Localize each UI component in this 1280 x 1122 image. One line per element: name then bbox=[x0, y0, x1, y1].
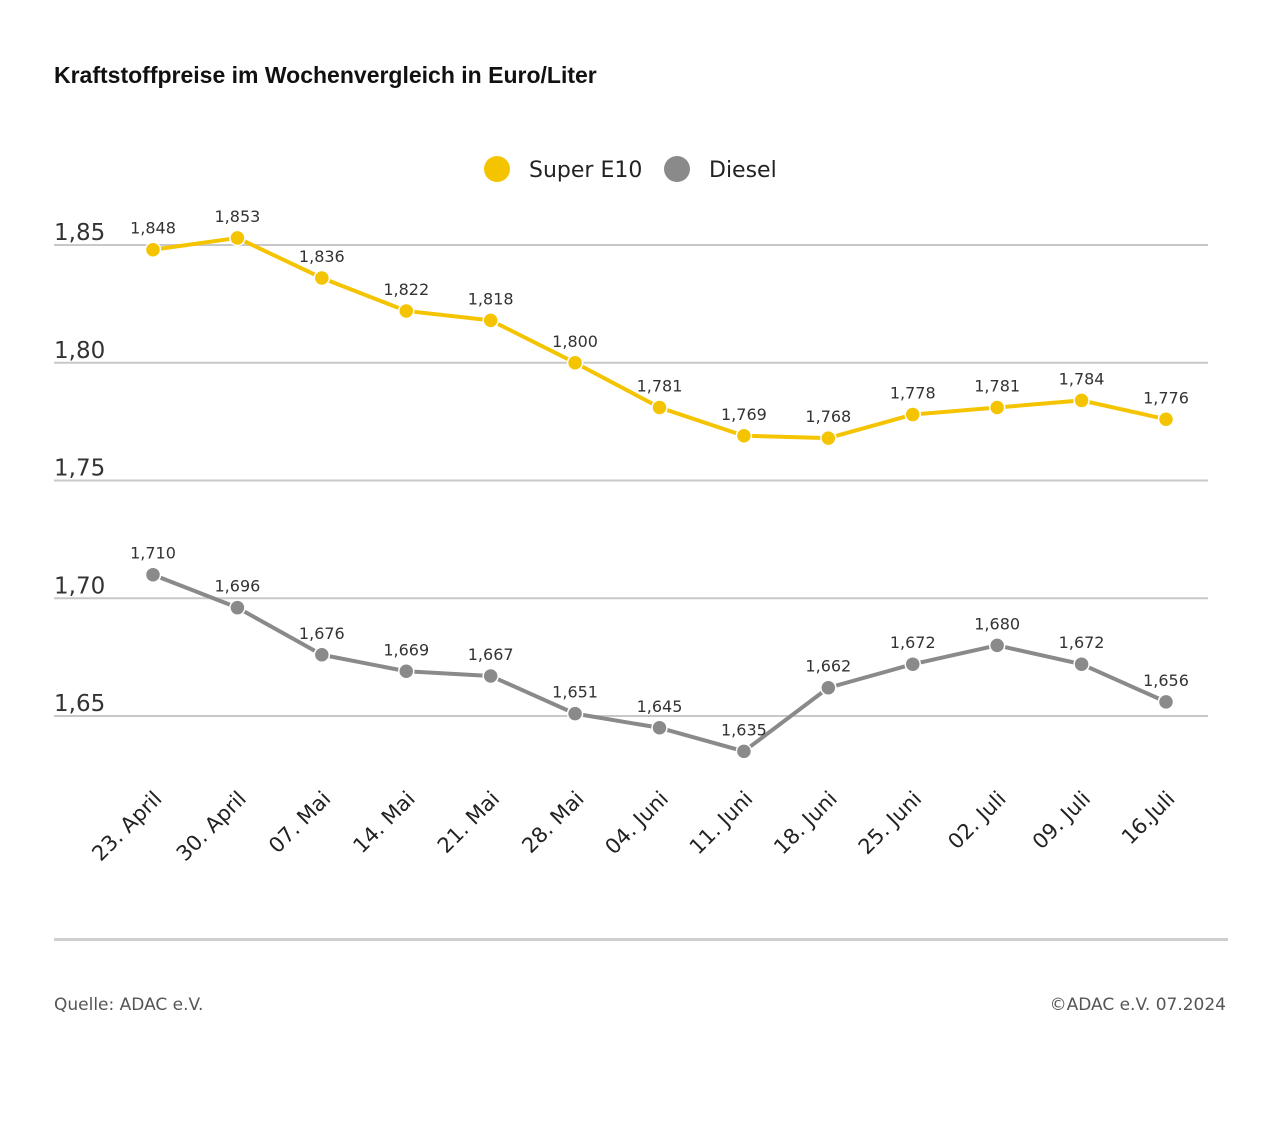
x-tick-label: 04. Juni bbox=[600, 787, 673, 860]
data-point bbox=[313, 269, 331, 287]
legend-label: Diesel bbox=[709, 158, 777, 183]
data-point bbox=[144, 566, 162, 583]
data-label: 1,645 bbox=[637, 697, 683, 716]
data-point bbox=[988, 637, 1006, 654]
y-tick-label: 1,80 bbox=[54, 338, 105, 364]
y-axis-ticks: 1,85 1,80 1,75 1,70 1,65 bbox=[54, 220, 105, 717]
data-label: 1,800 bbox=[552, 332, 598, 351]
data-label: 1,784 bbox=[1059, 369, 1105, 388]
y-tick-label: 1,75 bbox=[54, 456, 105, 482]
series-layer bbox=[144, 229, 1175, 760]
x-tick-label: 07. Mai bbox=[264, 787, 335, 858]
x-tick-label: 30. April bbox=[172, 787, 251, 866]
data-label: 1,710 bbox=[130, 544, 176, 563]
x-tick-label: 02. Juli bbox=[943, 787, 1010, 854]
x-tick-label: 25. Juni bbox=[854, 787, 927, 860]
data-point bbox=[904, 655, 921, 673]
data-label: 1,778 bbox=[890, 384, 936, 403]
source-note: Quelle: ADAC e.V. bbox=[54, 995, 204, 1015]
data-label: 1,768 bbox=[805, 407, 851, 426]
data-labels: 1,848 1,853 1,836 1,822 1,818 1,800 1,781 1,769… bbox=[130, 207, 1189, 739]
x-tick-label: 23. April bbox=[87, 787, 166, 866]
data-label: 1,667 bbox=[468, 645, 514, 664]
y-tick-label: 1,85 bbox=[54, 220, 105, 246]
x-tick-label: 28. Mai bbox=[517, 787, 588, 858]
data-point bbox=[735, 427, 753, 445]
data-label: 1,781 bbox=[974, 376, 1020, 395]
data-label: 1,848 bbox=[130, 219, 176, 238]
data-point bbox=[482, 667, 499, 685]
data-label: 1,656 bbox=[1143, 671, 1189, 690]
data-point bbox=[988, 399, 1006, 416]
data-point bbox=[735, 743, 753, 760]
data-label: 1,696 bbox=[215, 577, 261, 596]
chart-title: Kraftstoffpreise im Wochenvergleich in E… bbox=[54, 62, 597, 88]
legend-marker bbox=[484, 156, 510, 182]
data-label: 1,781 bbox=[637, 376, 683, 395]
y-tick-label: 1,65 bbox=[54, 691, 105, 717]
footer-divider bbox=[54, 938, 1228, 941]
data-point bbox=[313, 646, 331, 664]
data-point bbox=[820, 429, 837, 447]
data-point bbox=[144, 241, 162, 258]
data-label: 1,853 bbox=[215, 207, 261, 226]
data-label: 1,769 bbox=[721, 405, 767, 424]
x-tick-label: 21. Mai bbox=[433, 787, 504, 858]
data-point bbox=[566, 705, 584, 722]
data-label: 1,672 bbox=[890, 633, 936, 652]
legend: Super E10 Diesel bbox=[484, 156, 777, 183]
data-point bbox=[398, 302, 415, 320]
data-label: 1,662 bbox=[805, 657, 851, 676]
x-tick-label: 14. Mai bbox=[348, 787, 419, 858]
x-tick-label: 11. Juni bbox=[685, 787, 758, 860]
copyright-note: ©ADAC e.V. 07.2024 bbox=[1049, 995, 1226, 1015]
data-point bbox=[1157, 411, 1175, 428]
data-label: 1,676 bbox=[299, 624, 345, 643]
data-point bbox=[1073, 655, 1090, 673]
data-point bbox=[1157, 693, 1175, 711]
data-label: 1,822 bbox=[383, 280, 429, 299]
data-point bbox=[1073, 392, 1090, 409]
legend-label: Super E10 bbox=[529, 158, 642, 183]
data-point bbox=[651, 399, 668, 416]
data-point bbox=[651, 719, 668, 737]
grid-lines bbox=[54, 244, 1208, 717]
data-point bbox=[229, 599, 246, 616]
data-label: 1,672 bbox=[1059, 633, 1105, 652]
x-tick-label: 09. Juli bbox=[1028, 787, 1095, 854]
data-point bbox=[229, 229, 246, 247]
x-tick-label: 18. Juni bbox=[769, 787, 842, 860]
x-axis-ticks: 23. April 30. April 07. Mai 14. Mai 21. Mai 2… bbox=[87, 787, 1179, 866]
data-label: 1,680 bbox=[974, 614, 1020, 633]
data-point bbox=[820, 679, 837, 696]
data-point bbox=[904, 406, 921, 423]
data-point bbox=[566, 354, 584, 371]
data-point bbox=[482, 312, 499, 329]
legend-marker bbox=[664, 156, 690, 182]
data-label: 1,651 bbox=[552, 683, 598, 702]
data-label: 1,776 bbox=[1143, 388, 1189, 407]
data-label: 1,836 bbox=[299, 247, 345, 266]
data-label: 1,635 bbox=[721, 720, 767, 739]
data-point bbox=[398, 663, 415, 680]
x-tick-label: 16.Juli bbox=[1117, 787, 1180, 850]
y-tick-label: 1,70 bbox=[54, 573, 105, 599]
line-chart: Super E10 Diesel 1,85 1,80 1,75 1,70 1,65 1,8… bbox=[54, 156, 1208, 866]
data-label: 1,818 bbox=[468, 289, 514, 308]
data-label: 1,669 bbox=[383, 640, 429, 659]
